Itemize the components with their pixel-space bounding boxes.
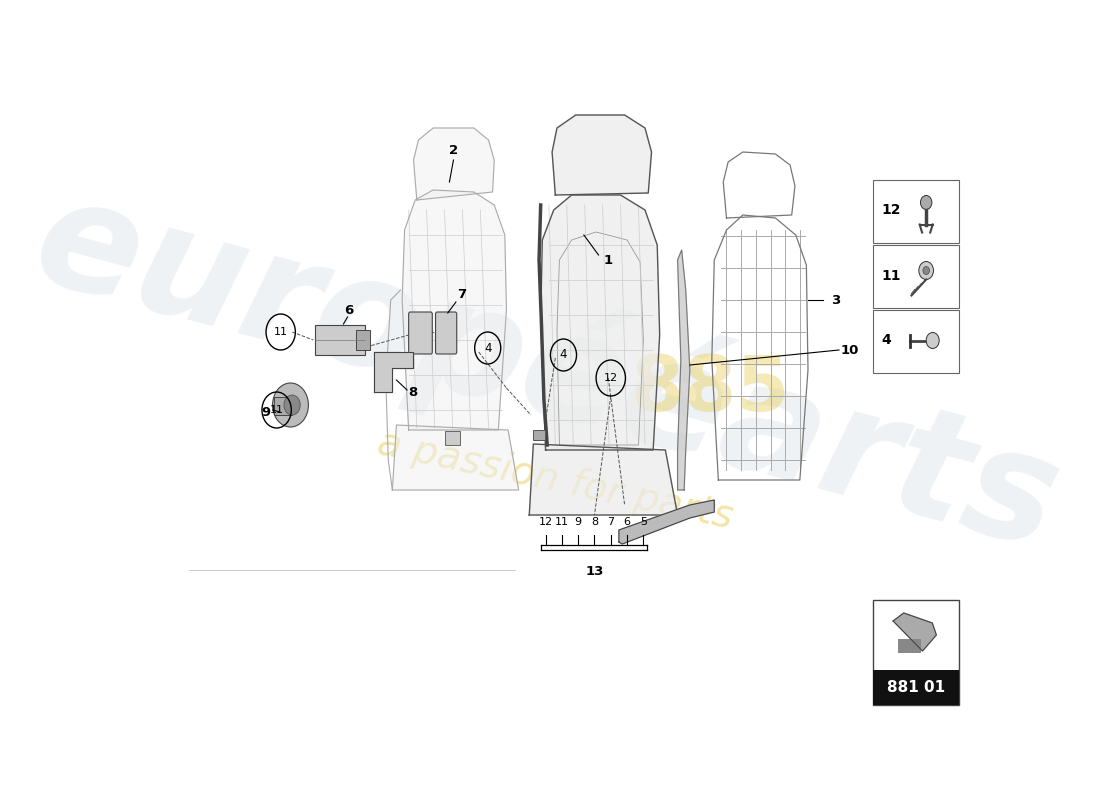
Bar	[446, 431, 460, 445]
Polygon shape	[541, 195, 660, 450]
Text: 11: 11	[274, 327, 288, 337]
Polygon shape	[529, 444, 678, 515]
Text: 7: 7	[607, 517, 614, 527]
Bar	[532, 430, 544, 440]
Text: 8: 8	[591, 517, 598, 527]
FancyBboxPatch shape	[436, 312, 456, 354]
Text: 10: 10	[840, 343, 859, 357]
FancyBboxPatch shape	[409, 312, 432, 354]
Text: 6: 6	[624, 517, 630, 527]
Bar	[873, 180, 959, 243]
Bar	[898, 639, 921, 653]
Text: 4: 4	[484, 342, 492, 354]
Polygon shape	[403, 190, 506, 430]
Text: 12: 12	[881, 203, 901, 218]
Bar	[873, 670, 959, 705]
Text: 12: 12	[604, 373, 618, 383]
Polygon shape	[619, 500, 714, 544]
Bar	[315, 325, 365, 355]
Polygon shape	[678, 250, 690, 490]
Bar	[873, 245, 959, 308]
Circle shape	[918, 262, 934, 279]
Polygon shape	[393, 425, 519, 490]
Text: 7: 7	[458, 289, 466, 302]
Circle shape	[923, 266, 930, 274]
Text: a passion for parts: a passion for parts	[374, 424, 737, 536]
Text: 3: 3	[830, 294, 840, 306]
Text: 9: 9	[262, 406, 271, 418]
Circle shape	[284, 395, 300, 415]
Text: 885: 885	[630, 353, 790, 427]
Bar	[274, 397, 293, 415]
Polygon shape	[414, 128, 494, 200]
Polygon shape	[374, 352, 412, 392]
Text: 11: 11	[881, 269, 901, 282]
Circle shape	[273, 383, 308, 427]
Text: 881 01: 881 01	[887, 681, 945, 695]
Text: 5: 5	[640, 517, 647, 527]
Text: 12: 12	[539, 517, 552, 527]
Text: 11: 11	[270, 405, 284, 415]
Text: 8: 8	[408, 386, 417, 398]
Polygon shape	[893, 613, 936, 651]
Circle shape	[921, 195, 932, 210]
Text: europééarts: europééarts	[19, 159, 1075, 581]
Text: 4: 4	[560, 349, 568, 362]
Text: 13: 13	[585, 565, 604, 578]
Circle shape	[926, 333, 939, 349]
Text: 2: 2	[449, 143, 458, 157]
Text: 4: 4	[881, 334, 891, 347]
Text: 9: 9	[574, 517, 582, 527]
Bar	[873, 310, 959, 373]
Text: 6: 6	[344, 303, 354, 317]
Bar	[355, 330, 371, 350]
Text: 1: 1	[604, 254, 613, 266]
Bar	[873, 600, 959, 705]
Text: 11: 11	[554, 517, 569, 527]
Polygon shape	[552, 115, 651, 195]
